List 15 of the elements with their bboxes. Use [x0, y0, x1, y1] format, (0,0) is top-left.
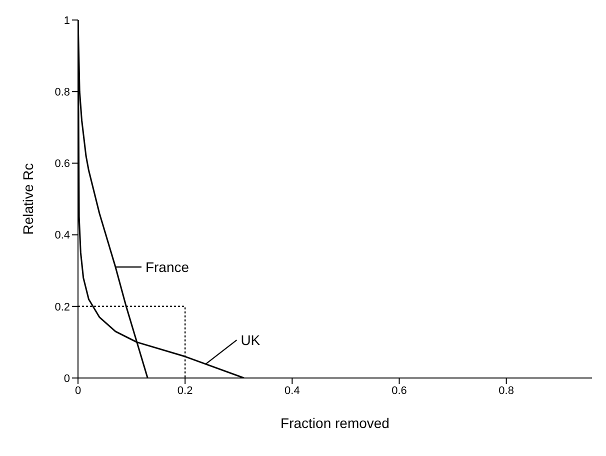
x-tick-label: 0.8 — [498, 384, 514, 397]
y-tick-label: 0.4 — [54, 230, 70, 242]
y-tick-label: 0 — [64, 372, 70, 385]
y-tick-label: 0.6 — [54, 158, 70, 170]
y-tick-label: 0.2 — [54, 301, 70, 314]
y-axis-title: Relative Rc — [20, 163, 36, 235]
x-tick-label: 0.4 — [284, 384, 300, 397]
legend-label: France — [145, 258, 190, 275]
x-tick-label: 0.6 — [392, 384, 407, 397]
x-axis-title: Fraction removed — [280, 415, 390, 431]
y-tick-label: 0.8 — [54, 86, 70, 99]
y-tick-label: 1 — [64, 14, 70, 27]
series-label: UK — [240, 332, 261, 348]
x-tick-label: 0.2 — [177, 384, 193, 397]
x-tick-label: 0 — [74, 384, 82, 397]
